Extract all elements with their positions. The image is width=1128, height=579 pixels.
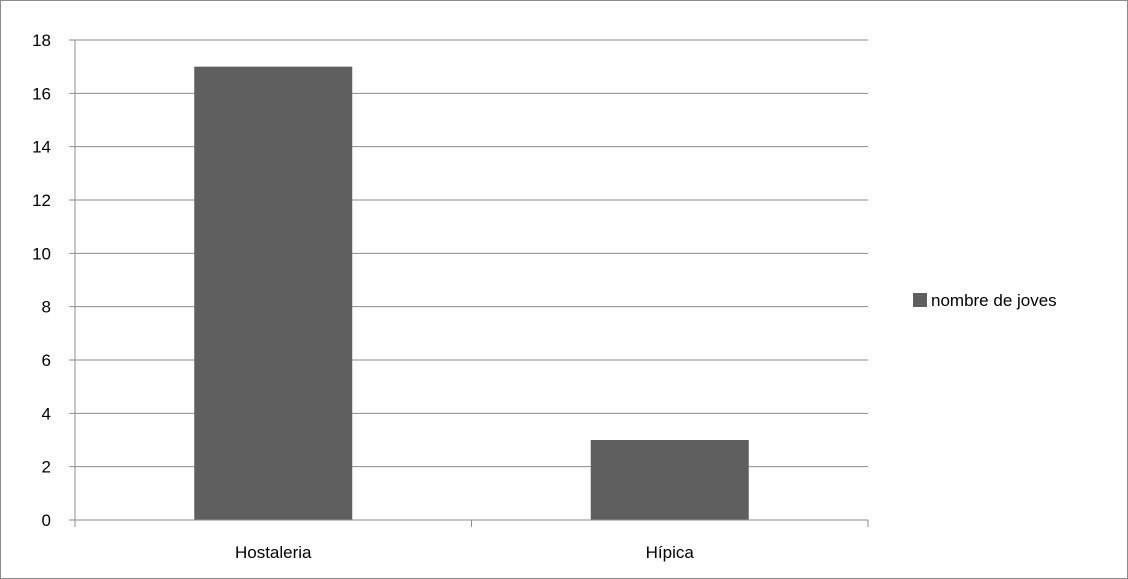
x-tick-label: Hípica xyxy=(646,543,695,562)
y-tick-label: 16 xyxy=(32,84,51,103)
bar-hostaleria xyxy=(194,66,353,521)
y-tick-label: 14 xyxy=(32,138,51,157)
y-tick-label: 2 xyxy=(42,458,51,477)
x-tick-label: Hostaleria xyxy=(235,543,312,562)
y-tick-label: 6 xyxy=(42,351,51,370)
y-axis-ticks: 0 2 4 6 8 10 12 14 16 18 xyxy=(32,31,75,530)
gridlines xyxy=(75,39,868,468)
legend: nombre de joves xyxy=(913,291,1057,310)
y-tick-label: 12 xyxy=(32,191,51,210)
legend-label: nombre de joves xyxy=(931,291,1057,310)
y-tick-label: 0 xyxy=(42,511,51,530)
axes xyxy=(74,40,868,521)
y-tick-label: 10 xyxy=(32,244,51,263)
bars xyxy=(194,66,749,521)
y-tick-label: 8 xyxy=(42,298,51,317)
bar-hípica xyxy=(590,440,749,520)
y-tick-label: 18 xyxy=(32,31,51,50)
y-tick-label: 4 xyxy=(42,404,51,423)
x-axis-ticks: Hostaleria Hípica xyxy=(74,520,869,562)
legend-swatch xyxy=(913,293,927,307)
